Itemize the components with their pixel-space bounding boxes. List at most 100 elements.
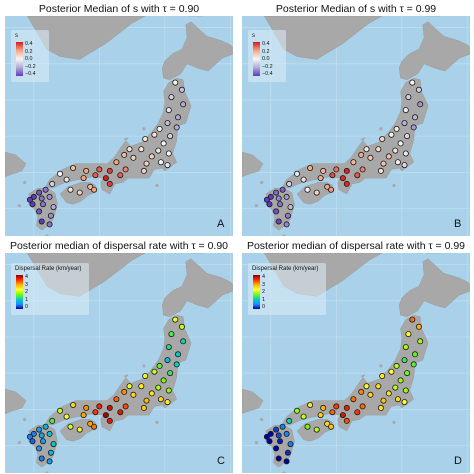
site-marker <box>174 351 181 358</box>
site-marker <box>317 175 324 182</box>
site-marker <box>106 180 113 187</box>
site-marker <box>47 212 54 219</box>
panel-letter: B <box>454 218 462 230</box>
legend-tick-label: 2 <box>262 289 265 295</box>
site-marker <box>180 338 187 345</box>
land-honshu <box>45 77 192 195</box>
site-marker <box>317 412 324 419</box>
color-legend: Dispersal Rate (km/year) 4 3 2 1 0 <box>11 263 89 315</box>
site-marker <box>151 368 158 375</box>
site-marker <box>156 125 163 132</box>
site-marker <box>165 344 172 351</box>
site-marker <box>397 377 404 384</box>
land-korea <box>5 388 27 414</box>
site-marker <box>417 101 424 108</box>
site-marker <box>138 383 145 390</box>
site-marker <box>42 423 49 430</box>
site-marker <box>300 413 307 420</box>
panel-letter: D <box>454 455 462 467</box>
legend-tick-label: 3 <box>25 281 28 288</box>
legend-title: s <box>15 33 18 39</box>
legend-tick-label: 2 <box>25 289 28 295</box>
site-marker <box>409 79 416 86</box>
site-marker <box>50 204 57 211</box>
site-marker <box>385 153 392 160</box>
site-marker <box>283 430 290 437</box>
site-marker <box>63 176 70 183</box>
land-islet <box>142 364 146 368</box>
site-marker <box>168 94 175 101</box>
panel-title: Posterior median of dispersal rate with … <box>246 240 466 252</box>
site-marker <box>397 140 404 147</box>
site-marker <box>96 403 103 410</box>
legend-tick-label: 4 <box>262 274 265 280</box>
legend-tick-label: 4 <box>25 274 28 280</box>
site-marker <box>283 221 290 228</box>
map-panel-b: Posterior Median of s with τ = 0.99 s 0.4 0… <box>240 2 472 237</box>
site-marker <box>411 351 418 358</box>
land-islet <box>379 364 383 368</box>
site-marker <box>117 409 124 416</box>
legend-tick-label: −0.4 <box>25 71 36 77</box>
land-korea <box>242 151 264 177</box>
site-marker <box>307 164 314 171</box>
land-islet <box>282 234 286 236</box>
site-marker <box>363 146 370 153</box>
site-marker <box>172 316 179 323</box>
land-islet <box>155 420 159 424</box>
site-marker <box>57 407 64 414</box>
site-marker <box>283 458 290 465</box>
site-marker <box>49 180 56 187</box>
site-marker <box>80 412 87 419</box>
site-marker <box>329 409 336 416</box>
legend-tick-label: −0.4 <box>262 71 273 77</box>
site-marker <box>83 167 90 174</box>
land-islet <box>45 471 49 473</box>
site-marker <box>354 409 361 416</box>
site-marker <box>76 189 83 196</box>
site-marker <box>287 441 294 448</box>
land-islet <box>379 127 383 131</box>
site-marker <box>313 189 320 196</box>
site-marker <box>106 167 113 174</box>
site-marker <box>313 426 320 433</box>
site-marker <box>46 193 53 200</box>
site-marker <box>49 417 56 424</box>
site-marker <box>401 162 408 169</box>
site-marker <box>350 396 357 403</box>
site-marker <box>172 79 179 86</box>
land-islet <box>260 417 264 422</box>
site-marker <box>122 403 129 410</box>
site-marker <box>273 426 280 433</box>
site-marker <box>402 107 409 114</box>
site-marker <box>117 172 124 179</box>
land-islet <box>45 234 49 236</box>
land-islet <box>254 204 259 208</box>
site-marker <box>140 167 147 174</box>
site-marker <box>130 154 137 161</box>
site-marker <box>30 430 37 437</box>
land-hokkaido <box>161 258 233 317</box>
legend-color-bar <box>16 42 23 76</box>
land-korea <box>5 151 27 177</box>
site-marker <box>273 208 280 215</box>
site-marker <box>375 383 382 390</box>
legend-title: s <box>252 33 255 39</box>
site-marker <box>173 124 180 131</box>
site-marker <box>411 114 418 121</box>
site-marker <box>339 412 346 419</box>
site-marker <box>173 361 180 368</box>
legend-color-bar <box>253 42 260 76</box>
legend-tick-label: 0.0 <box>262 56 270 62</box>
site-marker <box>67 186 74 193</box>
site-marker <box>375 146 382 153</box>
site-marker <box>388 131 395 138</box>
site-marker <box>354 172 361 179</box>
map-canvas <box>5 16 233 236</box>
site-marker <box>324 183 331 190</box>
site-marker <box>40 201 47 208</box>
site-marker <box>401 399 408 406</box>
site-marker <box>343 180 350 187</box>
legend-tick-label: 0.2 <box>262 48 270 55</box>
site-marker <box>284 212 291 219</box>
